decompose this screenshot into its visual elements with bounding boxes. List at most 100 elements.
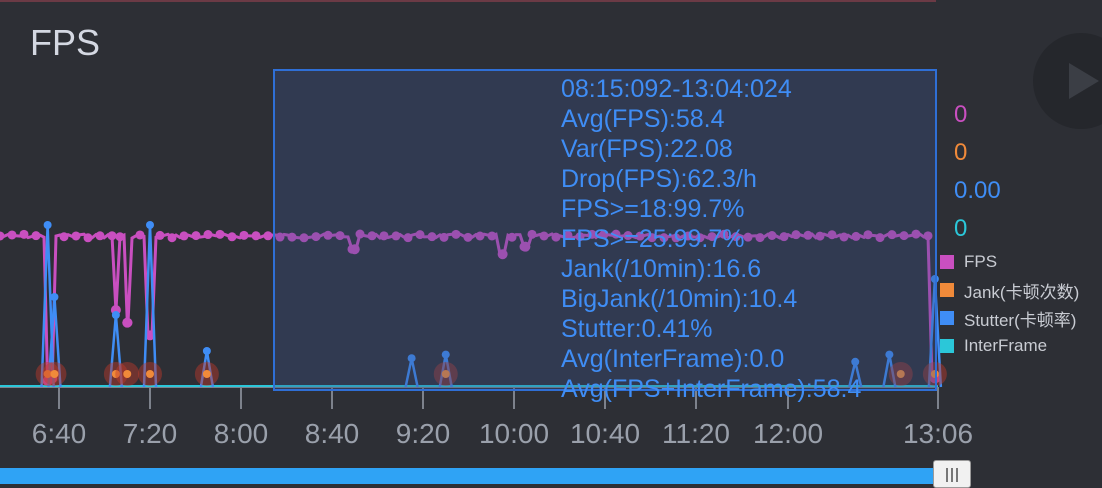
legend-item-stutter[interactable]: Stutter(卡顿率)	[940, 304, 1079, 332]
fps-point	[731, 232, 741, 242]
fps-point	[911, 229, 921, 239]
legend-item-interframe[interactable]: InterFrame	[940, 332, 1079, 360]
fps-point	[335, 231, 345, 241]
play-icon	[1069, 63, 1099, 99]
x-tick-label: 10:00	[478, 418, 550, 449]
fps-point	[683, 231, 693, 241]
jank-marker	[123, 370, 132, 378]
fps-point	[659, 233, 669, 243]
fps-point	[755, 233, 765, 243]
x-tick-label: 8:00	[213, 418, 269, 449]
x-tick-label: 7:20	[122, 418, 178, 449]
fps-point	[563, 230, 573, 240]
fps-point	[743, 232, 753, 242]
fps-point	[827, 230, 837, 240]
x-tick-label: 10:40	[569, 418, 641, 449]
tooltip-avg-fps-interframe: Avg(FPS+InterFrame):58.4	[561, 375, 862, 403]
fps-dip-point	[349, 244, 360, 255]
fps-point	[451, 229, 461, 239]
fps-point	[623, 231, 633, 241]
tooltip-var-fps: Var(FPS):22.08	[561, 135, 733, 163]
fps-point	[863, 230, 873, 240]
fps-dip-point	[497, 249, 508, 260]
jank-marker	[896, 370, 905, 378]
play-button[interactable]	[1033, 33, 1102, 129]
fps-point	[179, 231, 189, 241]
x-tick-label: 12:00	[752, 418, 824, 449]
jank-marker	[111, 370, 120, 378]
legend-item-jank[interactable]: Jank(卡顿次数)	[940, 276, 1079, 304]
fps-point	[671, 233, 681, 243]
fps-value: 0	[954, 101, 968, 128]
fps-point	[95, 231, 105, 241]
fps-point	[707, 232, 717, 242]
scrollbar-handle[interactable]	[933, 460, 971, 488]
stutter-point	[407, 354, 416, 363]
fps-point	[135, 230, 145, 240]
current-values: 0 0 0.00 0	[954, 100, 1001, 252]
panel-title: FPS	[30, 22, 101, 63]
grip-line-icon	[946, 468, 948, 482]
stutter-point	[50, 293, 59, 301]
legend-item-fps[interactable]: FPS	[940, 248, 1079, 276]
fps-dip-point	[520, 241, 531, 252]
jank-marker	[441, 370, 450, 378]
x-tick-label: 11:20	[662, 418, 730, 449]
fps-point	[507, 232, 517, 242]
fps-point	[115, 232, 125, 242]
interframe-value: 0	[954, 215, 968, 242]
stutter-point	[202, 347, 211, 355]
fps-point	[379, 231, 389, 241]
selection-range-box[interactable]	[273, 69, 937, 391]
fps-point	[599, 229, 609, 239]
legend-label-interframe: InterFrame	[964, 336, 1048, 355]
fps-point	[263, 231, 273, 241]
x-tick-label: 6:40	[31, 418, 87, 449]
fps-point	[355, 229, 365, 239]
legend-label-jank: Jank(卡顿次数)	[964, 282, 1080, 302]
timeline-scrollbar[interactable]	[0, 468, 950, 484]
fps-point	[487, 231, 497, 241]
fps-point	[287, 232, 297, 242]
fps-point	[311, 232, 321, 242]
legend-label-stutter: Stutter(卡顿率)	[964, 310, 1077, 330]
fps-point	[71, 231, 81, 241]
fps-point	[551, 232, 561, 242]
x-tick-label: 13:06	[902, 418, 974, 449]
fps-point	[427, 232, 437, 242]
fps-point	[463, 232, 473, 242]
fps-point	[7, 230, 17, 240]
fps-point	[415, 230, 425, 240]
fps-point	[215, 229, 225, 239]
fps-point	[527, 229, 537, 239]
fps-point	[323, 230, 333, 240]
fps-point	[367, 231, 377, 241]
jank-marker	[146, 370, 154, 378]
stutter-point	[851, 357, 860, 366]
fps-point	[251, 231, 261, 241]
fps-point	[575, 232, 585, 242]
legend-swatch-interframe	[940, 339, 954, 353]
grip-line-icon	[956, 468, 958, 482]
stutter-point	[111, 311, 120, 319]
fps-point	[275, 232, 285, 242]
fps-point	[635, 231, 645, 241]
fps-point	[403, 233, 413, 243]
stutter-value: 0.00	[954, 177, 1001, 204]
fps-point	[191, 231, 201, 241]
fps-point	[167, 233, 177, 243]
fps-point	[391, 231, 401, 241]
tooltip-time-range: 08:15:092-13:04:024	[561, 75, 792, 103]
tooltip-stutter: Stutter:0.41%	[561, 315, 713, 343]
tooltip-fps-18: FPS>=18:99.7%	[561, 195, 745, 223]
fps-dip-point	[145, 330, 155, 341]
x-tick-label: 9:20	[395, 418, 451, 449]
fps-series-line	[0, 232, 936, 383]
x-axis-labels: 6:40 7:20 8:00 8:40 9:20 10:00 10:40 11:…	[0, 418, 1102, 454]
x-tick-label: 8:40	[304, 418, 360, 449]
fps-point	[719, 229, 729, 239]
fps-point	[791, 230, 801, 240]
chart-legend: FPS Jank(卡顿次数) Stutter(卡顿率) InterFrame	[940, 248, 1079, 360]
fps-point	[19, 229, 29, 239]
